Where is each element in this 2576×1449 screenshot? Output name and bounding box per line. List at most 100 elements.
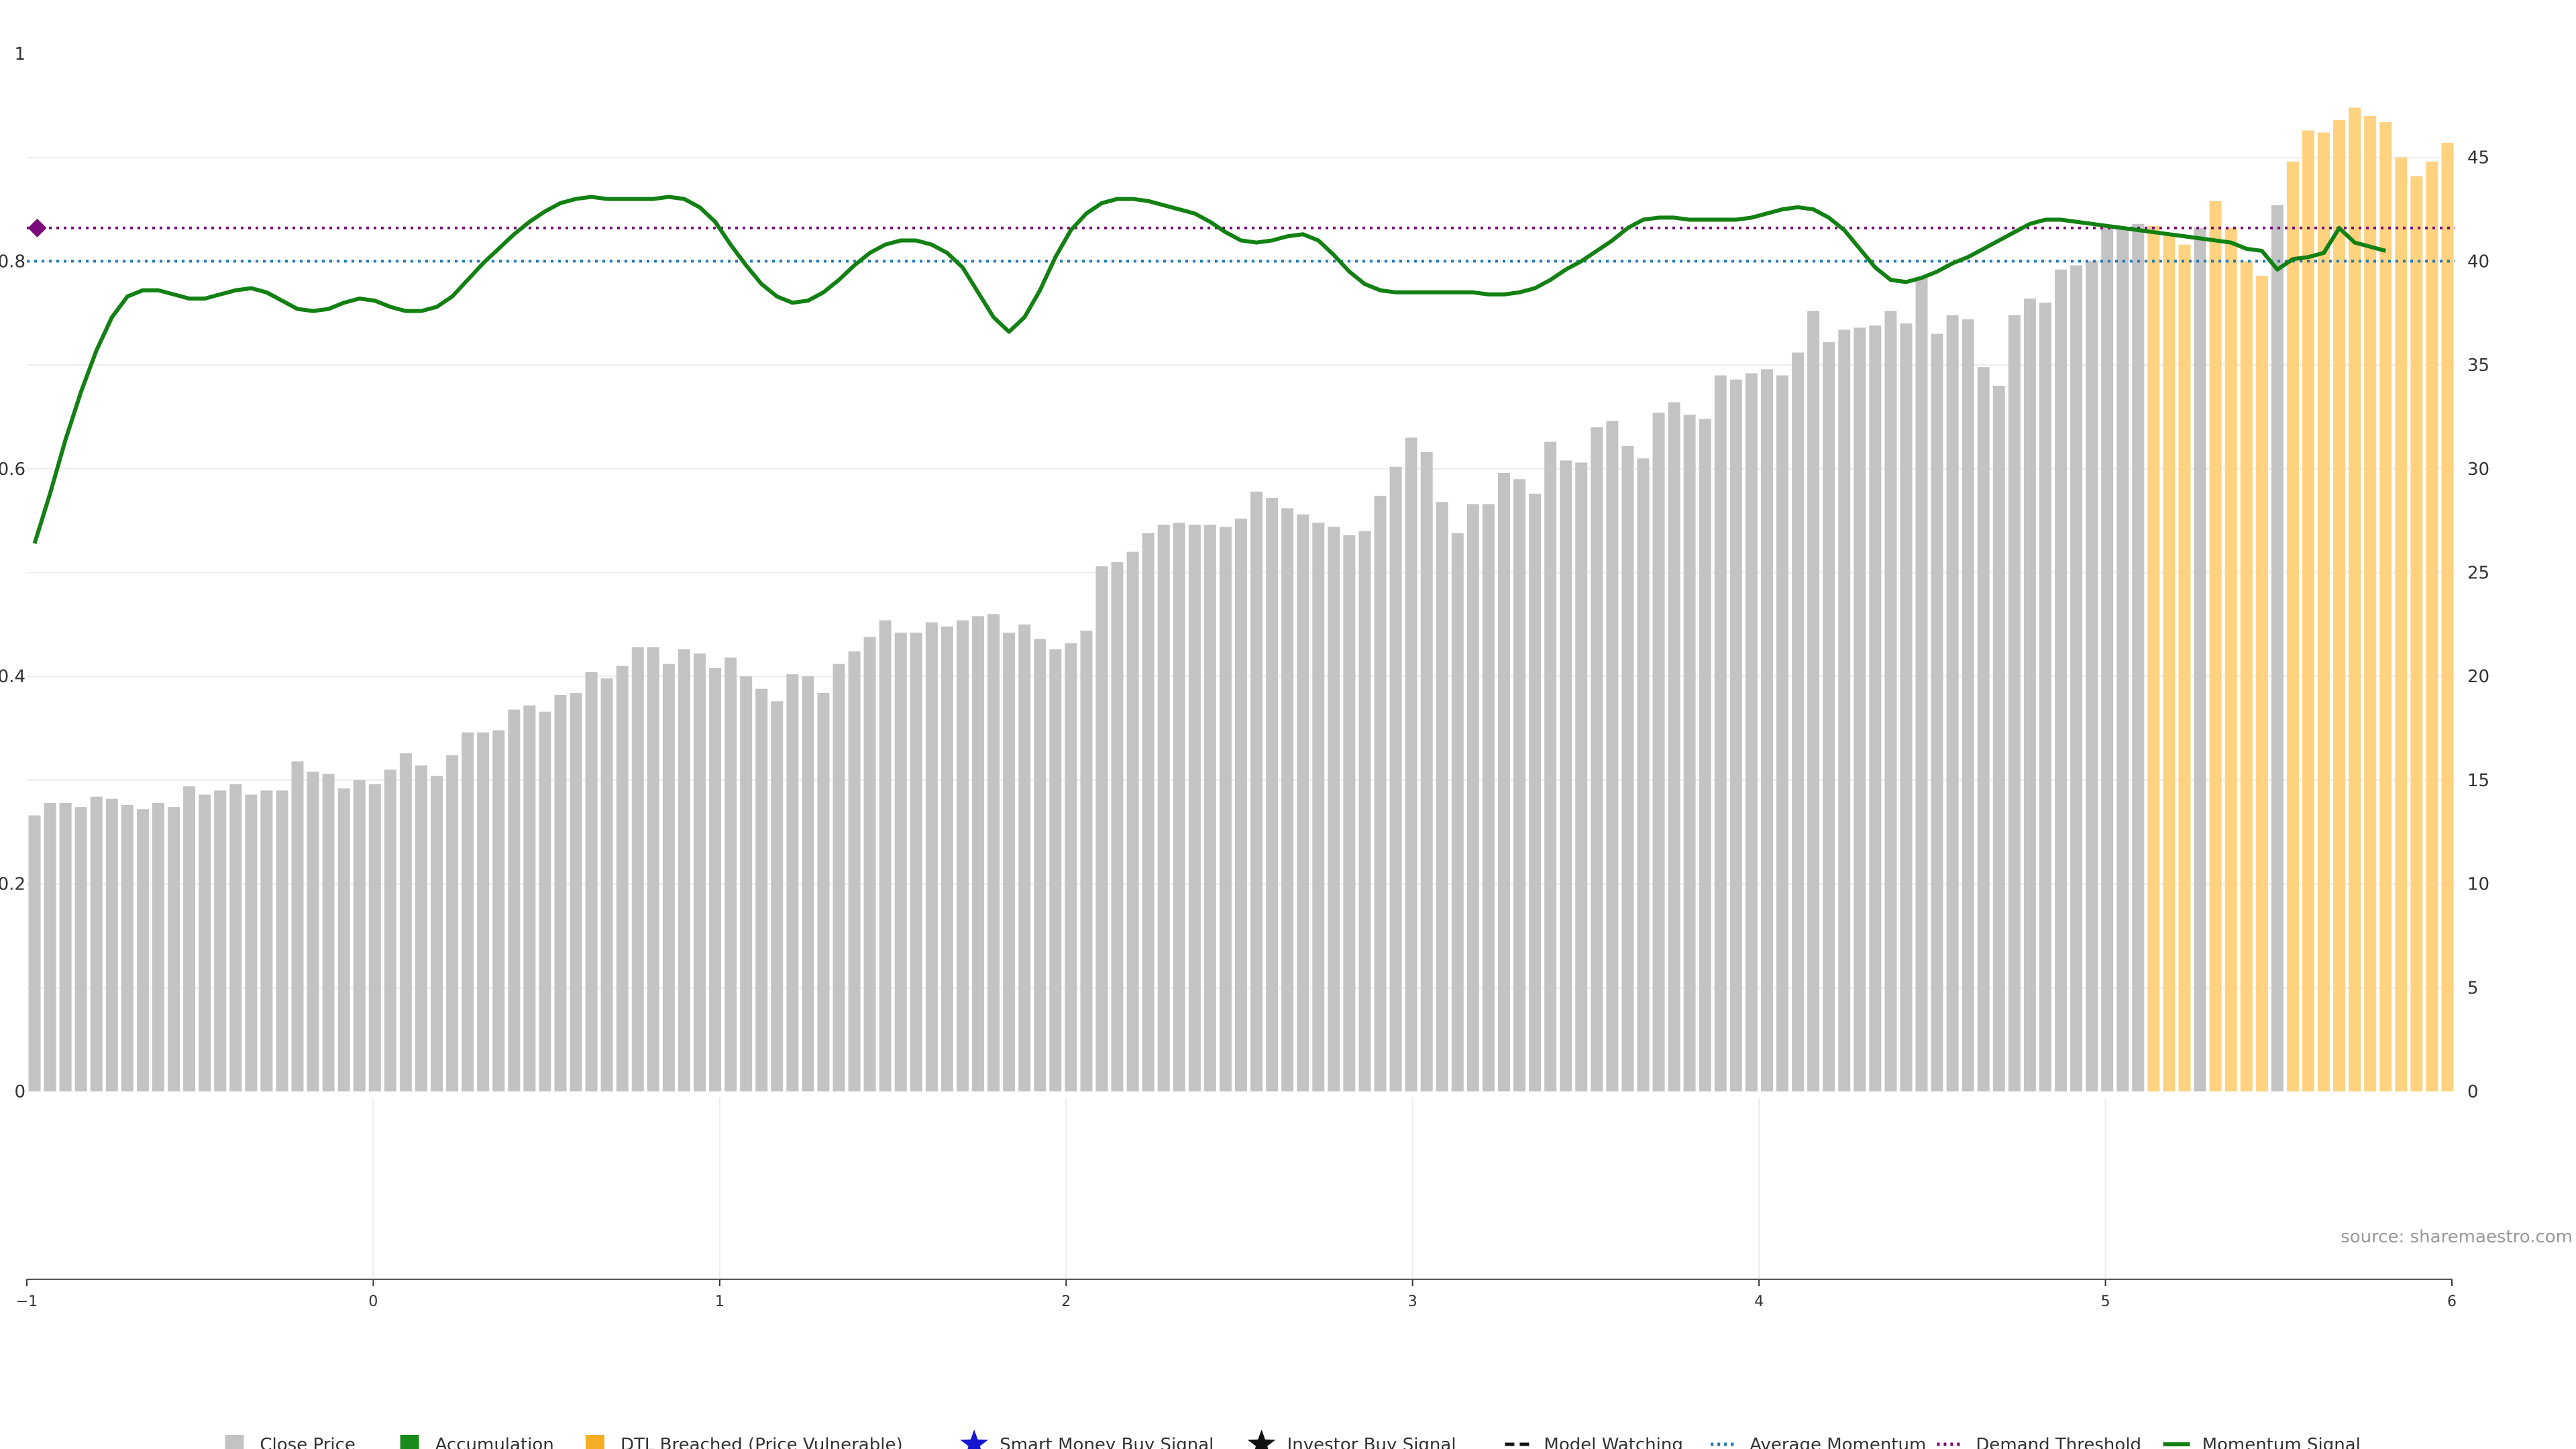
close-price-bar (446, 755, 459, 1091)
bottom-axis-tick: 2 (1061, 1293, 1071, 1310)
legend-item: Smart Money Buy Signal (960, 1430, 1214, 1449)
right-axis-tick: 10 (2467, 875, 2489, 895)
right-axis-tick: 0 (2467, 1082, 2479, 1102)
legend-item: Momentum Signal (2163, 1435, 2361, 1449)
right-axis-tick: 5 (2467, 978, 2479, 998)
close-price-bar (44, 802, 56, 1091)
legend-item: DTL Breached (Price Vulnerable) (586, 1435, 903, 1449)
close-price-bar (1529, 493, 1542, 1091)
close-price-bar (1173, 523, 1185, 1091)
close-price-bar (492, 730, 505, 1091)
right-axis-tick: 30 (2467, 460, 2489, 480)
close-price-bar (1854, 327, 1866, 1091)
close-price-bar (1235, 519, 1247, 1091)
close-price-bar (1003, 633, 1016, 1091)
close-price-bar (2101, 225, 2114, 1091)
bottom-axis-tick: 1 (715, 1293, 724, 1310)
close-price-bar (462, 732, 474, 1091)
right-axis-tick: 45 (2467, 148, 2489, 168)
right-axis-tick: 25 (2467, 564, 2489, 584)
close-price-bar (848, 651, 861, 1091)
close-price-bar (585, 672, 598, 1091)
close-price-bar (229, 784, 242, 1091)
dtl-breached-bar (2240, 261, 2253, 1091)
close-price-bar (1760, 369, 1773, 1091)
close-price-bar (1637, 458, 1650, 1091)
close-price-bar (1018, 624, 1031, 1091)
close-price-bar (1884, 311, 1897, 1091)
close-price-bar (1266, 498, 1279, 1091)
close-price-bar (1297, 514, 1309, 1091)
close-price-bar (1714, 375, 1727, 1091)
close-price-bar (2008, 315, 2021, 1092)
close-price-bar (1699, 419, 1711, 1091)
dtl-breached-bar (2395, 157, 2408, 1092)
close-price-bar (1652, 413, 1665, 1091)
close-price-bar (833, 663, 845, 1091)
close-price-bar (2055, 269, 2068, 1091)
close-price-bar (570, 692, 582, 1091)
close-price-bar (647, 647, 659, 1091)
close-price-bar (477, 732, 490, 1091)
close-price-bar (1745, 373, 1758, 1091)
close-price-bar (1065, 643, 1077, 1091)
close-price-bar (74, 807, 87, 1091)
legend-item: Investor Buy Signal (1247, 1430, 1456, 1449)
close-price-bar (755, 688, 768, 1091)
close-price-bar (1034, 639, 1046, 1091)
close-price-bar (925, 622, 938, 1091)
close-price-bar (894, 633, 907, 1091)
legend-label: Investor Buy Signal (1287, 1435, 1456, 1449)
left-axis-tick: 1 (14, 44, 25, 64)
close-price-bar (709, 667, 722, 1091)
close-price-bar (1591, 427, 1603, 1091)
close-price-bar (1838, 329, 1851, 1091)
close-price-bar (724, 657, 737, 1091)
close-price-bar (740, 676, 753, 1091)
dtl-breached-bar (2364, 115, 2377, 1091)
dtl-breached-bar (2147, 225, 2160, 1091)
left-axis-tick: 0.8 (0, 252, 25, 272)
right-axis-tick: 40 (2467, 252, 2489, 272)
close-price-bar (956, 620, 969, 1091)
close-price-bar (631, 647, 644, 1091)
close-price-bar (1560, 460, 1572, 1091)
dtl-breached-bar (2163, 234, 2176, 1092)
bottom-axis-tick: 6 (2447, 1293, 2457, 1310)
close-price-bar (337, 788, 350, 1091)
bottom-axis-tick: 0 (368, 1293, 378, 1310)
close-price-bar (1575, 462, 1588, 1091)
close-price-bar (1358, 531, 1371, 1091)
close-price-bar (1142, 533, 1155, 1091)
close-price-bar (1482, 504, 1495, 1091)
close-price-bar (168, 807, 180, 1091)
close-price-bar (1729, 379, 1742, 1091)
close-price-bar (353, 780, 366, 1091)
close-price-bar (941, 626, 953, 1091)
legend: Close Price Accumulation DTL Breached (Pri… (225, 1430, 2361, 1449)
close-price-bar (1188, 525, 1201, 1091)
left-axis-tick: 0.2 (0, 875, 25, 895)
demand-threshold-marker (28, 218, 47, 237)
right-axis-tick: 20 (2467, 667, 2489, 687)
close-price-bar (910, 633, 922, 1091)
close-price-bar (245, 794, 258, 1091)
close-price-bar (1977, 367, 1990, 1092)
close-price-bar (2194, 227, 2206, 1091)
source-label: source: sharemaestro.com (2341, 1227, 2573, 1247)
indicator-lines (27, 195, 2455, 545)
close-price-bar (1328, 527, 1340, 1091)
close-price-bar (523, 705, 536, 1091)
momentum-signal-line (32, 195, 2387, 545)
dtl-breached-bar (2224, 227, 2237, 1091)
dtl-breached-bar (2379, 122, 2392, 1092)
dtl-breached-bar (2178, 244, 2191, 1091)
close-price-bar (1776, 375, 1788, 1091)
close-price-bar (972, 616, 985, 1091)
close-price-bar (1405, 437, 1417, 1091)
bottom-axis-tick: 3 (1408, 1293, 1417, 1310)
close-price-bar (1668, 402, 1680, 1091)
close-price-bar (616, 665, 629, 1091)
close-price-bar (291, 761, 304, 1091)
